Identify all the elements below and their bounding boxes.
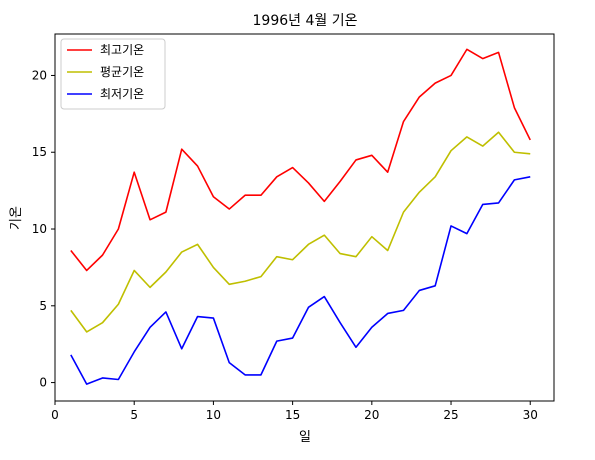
x-tick-label: 20 — [364, 408, 379, 422]
y-tick-label: 20 — [32, 68, 47, 82]
x-axis-label: 일 — [299, 430, 311, 445]
x-tick-label: 0 — [51, 408, 59, 422]
y-tick-label: 0 — [39, 376, 47, 390]
series-line-2 — [70, 131, 531, 333]
chart-title: 1996년 4월 기온 — [253, 13, 358, 29]
x-axis: 0 5 10 15 20 25 30 — [51, 401, 538, 422]
y-tick-label: 10 — [32, 222, 47, 236]
y-axis: 0 5 10 15 20 — [32, 68, 55, 390]
x-tick-label: 10 — [206, 408, 221, 422]
x-tick-label: 30 — [523, 408, 538, 422]
series-line-1 — [70, 48, 531, 272]
x-tick-label: 15 — [285, 408, 300, 422]
legend-label-2: 평균기온 — [100, 65, 144, 79]
x-tick-label: 25 — [443, 408, 458, 422]
y-tick-label: 15 — [32, 145, 47, 159]
legend-label-3: 최저기온 — [100, 87, 144, 101]
series-line-3 — [70, 176, 531, 385]
plot-area — [54, 33, 555, 402]
legend-box — [60, 38, 166, 110]
x-tick-label: 5 — [130, 408, 138, 422]
plot-frame — [54, 33, 555, 402]
series-layer — [70, 48, 531, 385]
y-axis-label: 기온 — [9, 206, 24, 230]
y-tick-label: 5 — [39, 299, 47, 313]
legend-label-1: 최고기온 — [100, 43, 144, 57]
